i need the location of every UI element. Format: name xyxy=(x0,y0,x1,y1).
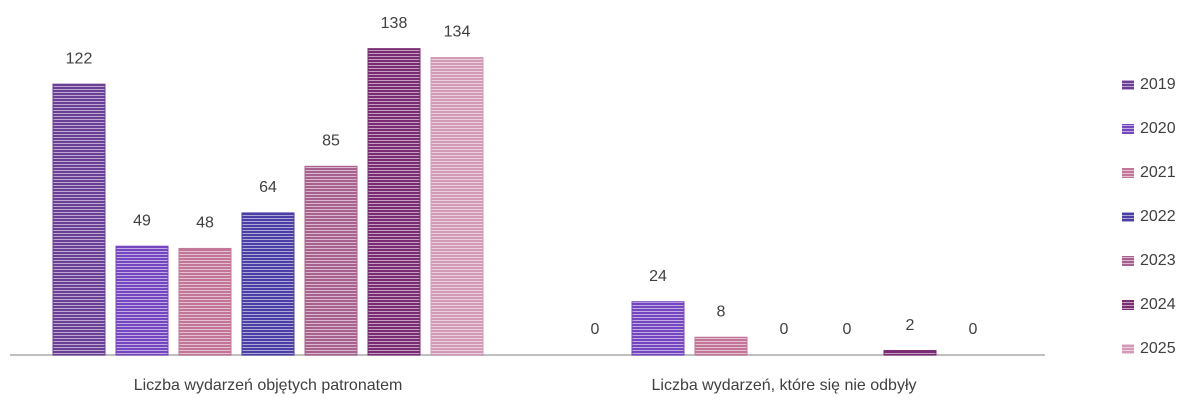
legend-swatch xyxy=(1122,80,1134,90)
bar xyxy=(367,48,421,356)
data-label: 85 xyxy=(322,133,340,150)
x-tick-label: Liczba wydarzeń, które się nie odbyły xyxy=(651,377,916,394)
data-label: 138 xyxy=(381,15,408,32)
bar xyxy=(631,301,685,356)
data-label: 0 xyxy=(969,321,978,338)
data-label: 0 xyxy=(591,321,600,338)
bar xyxy=(883,350,937,356)
bar xyxy=(304,165,358,356)
legend-label: 2024 xyxy=(1140,296,1176,313)
legend-swatch xyxy=(1122,124,1134,134)
legend-label: 2019 xyxy=(1140,76,1176,93)
legend-swatch xyxy=(1122,300,1134,310)
legend-swatch xyxy=(1122,212,1134,222)
legend-label: 2022 xyxy=(1140,208,1176,225)
bar xyxy=(694,336,748,356)
data-label: 8 xyxy=(717,303,726,320)
data-label: 49 xyxy=(133,212,151,229)
legend-label: 2021 xyxy=(1140,164,1176,181)
data-label: 122 xyxy=(66,50,93,67)
data-label: 2 xyxy=(906,317,915,334)
data-label: 24 xyxy=(649,268,667,285)
bar xyxy=(52,83,106,356)
data-label: 64 xyxy=(259,179,277,196)
legend-swatch xyxy=(1122,344,1134,354)
legend-swatch xyxy=(1122,168,1134,178)
data-label: 48 xyxy=(196,215,214,232)
bar xyxy=(115,245,169,356)
bar xyxy=(430,57,484,356)
x-tick-label: Liczba wydarzeń objętych patronatem xyxy=(134,377,403,394)
legend-label: 2020 xyxy=(1140,120,1176,137)
legend-label: 2025 xyxy=(1140,340,1176,357)
data-label: 0 xyxy=(843,321,852,338)
bar xyxy=(178,247,232,356)
bar xyxy=(241,212,295,356)
data-label: 0 xyxy=(780,321,789,338)
legend-label: 2023 xyxy=(1140,252,1176,269)
legend-swatch xyxy=(1122,256,1134,266)
data-label: 134 xyxy=(444,24,471,41)
